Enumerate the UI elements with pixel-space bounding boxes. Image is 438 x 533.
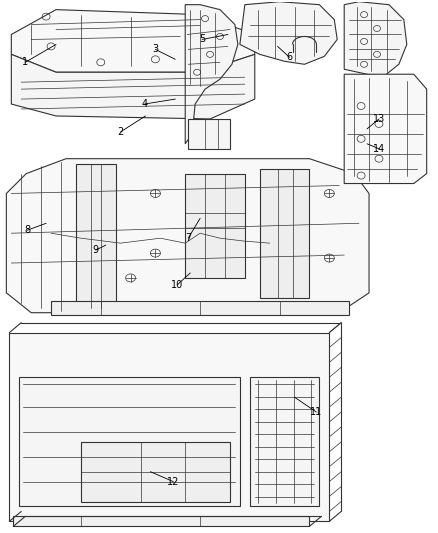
- Text: 4: 4: [141, 99, 148, 109]
- Text: 11: 11: [310, 407, 322, 417]
- Text: 8: 8: [24, 225, 30, 235]
- Polygon shape: [344, 2, 407, 76]
- Polygon shape: [260, 168, 309, 298]
- Text: 5: 5: [199, 35, 205, 44]
- Polygon shape: [250, 377, 319, 506]
- Text: 12: 12: [167, 477, 180, 487]
- Polygon shape: [11, 10, 255, 72]
- Text: 2: 2: [117, 127, 124, 137]
- Polygon shape: [51, 301, 349, 314]
- Polygon shape: [188, 119, 230, 149]
- Text: 7: 7: [185, 233, 191, 243]
- Text: 13: 13: [373, 114, 385, 124]
- Polygon shape: [11, 54, 255, 119]
- Polygon shape: [9, 333, 329, 521]
- Polygon shape: [344, 74, 427, 183]
- Polygon shape: [185, 5, 238, 144]
- Polygon shape: [240, 2, 337, 64]
- Text: 10: 10: [171, 280, 184, 290]
- Text: 1: 1: [22, 58, 28, 67]
- Text: 14: 14: [373, 144, 385, 154]
- Polygon shape: [13, 516, 309, 527]
- Text: 3: 3: [152, 44, 159, 54]
- Text: 9: 9: [93, 245, 99, 255]
- Polygon shape: [76, 164, 116, 308]
- Polygon shape: [19, 377, 240, 506]
- Polygon shape: [185, 174, 245, 278]
- Polygon shape: [7, 159, 369, 313]
- Text: 6: 6: [286, 52, 293, 62]
- Polygon shape: [81, 442, 230, 502]
